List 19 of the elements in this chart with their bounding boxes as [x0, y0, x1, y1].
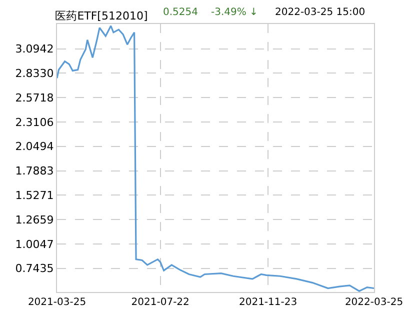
x-tick-label: 2021-07-22 [131, 297, 190, 308]
x-tick-label: 2021-03-25 [28, 297, 86, 308]
y-tick-label: 2.5718 [15, 91, 54, 104]
y-tick-label: 1.2659 [15, 213, 54, 226]
y-tick-label: 2.0494 [15, 140, 54, 154]
y-tick-label: 2.8330 [15, 67, 54, 80]
x-tick-label: 2021-11-23 [238, 297, 298, 308]
chart-title: 医药ETF[512010] [55, 10, 148, 23]
y-tick-label: 0.7435 [15, 262, 54, 276]
text: -3.49% ↓ [211, 7, 258, 18]
y-tick-label: 2.3106 [15, 116, 54, 129]
text: 2022-03-25 15:00 [275, 7, 366, 18]
line-series [57, 25, 374, 292]
y-tick-label: 1.7883 [15, 164, 54, 178]
x-tick-label: 2022-03-25 [344, 297, 404, 308]
y-tick-label: 1.0047 [15, 238, 54, 251]
text: 0.5254 [163, 7, 198, 18]
y-tick-label: 3.0942 [15, 42, 54, 56]
y-tick-label: 1.5271 [15, 189, 54, 202]
